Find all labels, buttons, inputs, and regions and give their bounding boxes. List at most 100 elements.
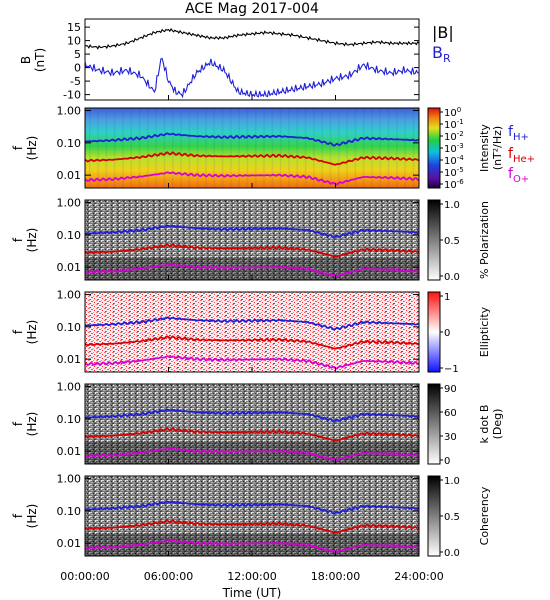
f-yunit: (Hz)	[25, 228, 39, 253]
spectrogram-streak	[113, 292, 116, 372]
spectrogram-streak	[221, 108, 224, 188]
colorbar-tick-label: 100	[444, 106, 461, 119]
colorbar-unit: (Deg)	[491, 409, 504, 440]
spectrogram-streak	[346, 200, 348, 280]
spectrogram-streak	[221, 200, 224, 280]
spectrogram-streak	[180, 200, 182, 280]
spectrogram-streak	[404, 200, 406, 280]
spectrogram-streak	[130, 476, 132, 556]
colorbar-coherency	[427, 475, 441, 557]
spectrogram-streak	[396, 108, 398, 188]
spectrogram-streak	[288, 476, 290, 556]
spectrogram-streak	[387, 200, 390, 280]
spectrogram-streak	[404, 292, 406, 372]
panel-coherency: 1.00 0.10 0.01 f (Hz) 1.0 0.5 0.0 Coherency	[11, 473, 491, 559]
spectrogram-streak	[188, 108, 191, 188]
f-ytick-label: 0.01	[57, 445, 82, 458]
mag-ytick-label: 5	[74, 48, 81, 61]
spectrogram-streak	[288, 384, 290, 464]
colorbar-tick-label: 0	[444, 328, 450, 339]
spectrogram-streak	[371, 108, 373, 188]
mag-ytick-label: 0	[74, 62, 81, 75]
spectrogram-streak	[105, 384, 108, 464]
spectrogram-streak	[138, 200, 141, 280]
freq-line-o-coherency	[84, 539, 420, 554]
spectrogram-streak	[296, 384, 298, 464]
x-tick-label: 24:00:00	[394, 570, 443, 583]
panel-mag-ylabel: B	[19, 56, 33, 64]
spectrogram-streak	[279, 292, 282, 372]
spectrogram-streak	[404, 108, 406, 188]
spectrogram-streak	[329, 476, 332, 556]
spectrogram-streak	[263, 476, 265, 556]
f-ylabel: f	[11, 237, 25, 242]
f-ytick-label: 1.00	[57, 197, 82, 210]
spectrogram-streak	[163, 200, 166, 280]
spectrogram-streak	[221, 384, 224, 464]
spectrogram-streak	[412, 384, 415, 464]
spectrogram-streak	[172, 200, 174, 280]
colorbar-intensity	[427, 107, 441, 189]
colorbar-tick-label: 1.0	[444, 476, 460, 487]
colorbar-tick-label: 1	[444, 292, 450, 303]
spectrogram-streak	[304, 476, 307, 556]
spectrogram-streak	[205, 384, 207, 464]
spectrogram-streak	[138, 476, 141, 556]
spectrogram-streak	[371, 292, 373, 372]
spectrogram-streak	[97, 200, 99, 280]
spectrogram-streak	[163, 108, 166, 188]
spectrogram-streak	[296, 108, 298, 188]
spectrogram-streak	[147, 476, 149, 556]
colorbar-tick-label: 30	[444, 432, 457, 443]
spectrogram-lowband	[85, 533, 419, 556]
spectrogram-streak	[354, 384, 357, 464]
plot-title: ACE Mag 2017-004	[185, 1, 319, 17]
freq-line-he-kdotb	[84, 427, 420, 442]
spectrogram-streak	[138, 292, 141, 372]
panel-mag-frame	[84, 18, 420, 101]
spectrogram-streak	[230, 384, 232, 464]
spectrogram-streak	[105, 200, 108, 280]
f-ylabel: f	[11, 145, 25, 150]
spectrogram-streak	[362, 476, 365, 556]
spectrogram-streak	[313, 200, 315, 280]
spectrogram-streak	[362, 292, 365, 372]
spectrogram-streak	[89, 200, 91, 280]
spectrogram-streak	[213, 292, 215, 372]
spectrogram-streak	[163, 292, 166, 372]
spectrogram-streak	[105, 476, 108, 556]
spectrogram-streak	[180, 476, 182, 556]
f-ytick-label: 0.10	[57, 321, 82, 334]
spectrogram-streak	[379, 108, 381, 188]
spectrogram-streak	[255, 292, 257, 372]
colorbar-tick-label: 10-5	[444, 166, 464, 179]
spectrogram-streak	[196, 384, 199, 464]
spectrogram-streak	[213, 384, 215, 464]
spectrogram-streak	[89, 476, 91, 556]
freq-line-he-ellipticity	[84, 335, 420, 350]
spectrogram-streak	[304, 384, 307, 464]
spectrogram-streak	[238, 200, 240, 280]
spectrogram-streak	[387, 384, 390, 464]
panel-intensity: 1.00 0.10 0.01 f (Hz) 10010-110-210-310-410-5…	[11, 105, 504, 191]
f-yunit: (Hz)	[25, 136, 39, 161]
x-tick-label: 00:00:00	[60, 570, 109, 583]
spectrogram-streak	[122, 384, 124, 464]
spectrogram-streak	[271, 476, 274, 556]
spectrogram-streak	[205, 108, 207, 188]
freq-line-h-kdotb	[85, 408, 420, 423]
colorbar-tick-label: 10-3	[444, 142, 464, 155]
f-yunit: (Hz)	[25, 504, 39, 529]
colorbar-tick-label: 60	[444, 408, 457, 419]
spectrogram-streak	[338, 108, 340, 188]
freq-line-h-intensity	[85, 132, 420, 147]
spectrogram-streak	[304, 108, 307, 188]
x-tick-label: 12:00:00	[227, 570, 276, 583]
spectrogram-streak	[122, 108, 124, 188]
colorbar-tick-label: 0.0	[444, 548, 460, 559]
x-axis-label: Time (UT)	[222, 586, 282, 600]
spectrogram-streak	[321, 292, 323, 372]
legend-top: |B| BR	[432, 23, 454, 65]
spectrogram-streak	[396, 200, 398, 280]
spectrogram-streak	[412, 476, 415, 556]
